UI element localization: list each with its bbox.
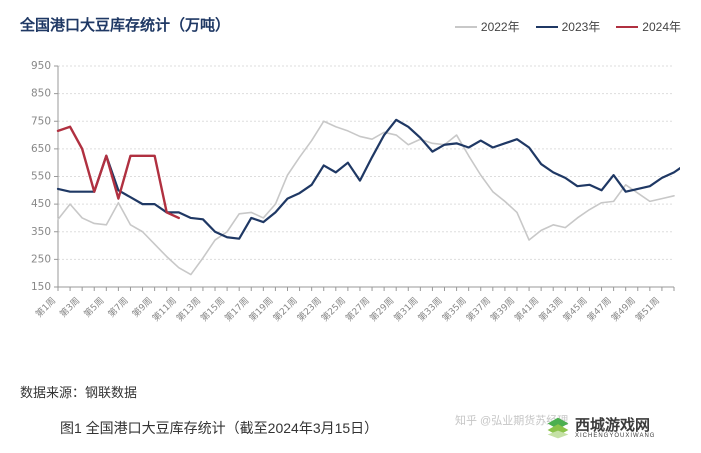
svg-text:250: 250	[31, 253, 51, 265]
svg-text:第43周: 第43周	[536, 295, 565, 324]
legend-label-2023: 2023年	[562, 18, 601, 35]
svg-text:第27周: 第27周	[343, 295, 372, 324]
svg-text:750: 750	[31, 115, 51, 127]
svg-text:第49周: 第49周	[609, 295, 638, 324]
legend-item-2023: 2023年	[536, 18, 601, 35]
svg-text:150: 150	[31, 281, 51, 293]
svg-text:第11周: 第11周	[150, 295, 179, 324]
svg-text:第29周: 第29周	[367, 295, 396, 324]
svg-text:第35周: 第35周	[439, 295, 468, 324]
svg-text:第33周: 第33周	[415, 295, 444, 324]
legend-line-2023	[536, 26, 558, 28]
svg-text:第1周: 第1周	[33, 295, 58, 320]
svg-text:450: 450	[31, 198, 51, 210]
legend-item-2022: 2022年	[455, 18, 520, 35]
legend-label-2024: 2024年	[642, 18, 681, 35]
legend-line-2022	[455, 26, 477, 28]
data-source-label: 数据来源：钢联数据	[20, 382, 137, 401]
chart-legend: 2022年 2023年 2024年	[445, 18, 681, 35]
svg-text:第31周: 第31周	[391, 295, 420, 324]
svg-text:350: 350	[31, 226, 51, 238]
svg-text:第7周: 第7周	[105, 295, 130, 320]
logo-text-en: XICHENGYOUXIWANG	[575, 433, 655, 439]
logo-text-block: 西城游戏网 XICHENGYOUXIWANG	[575, 418, 655, 439]
svg-text:第39周: 第39周	[488, 295, 517, 324]
svg-text:550: 550	[31, 171, 51, 183]
legend-item-2024: 2024年	[616, 18, 681, 35]
svg-text:950: 950	[31, 60, 51, 72]
chart-title: 全国港口大豆库存统计（万吨）	[20, 14, 230, 35]
chart-plot-area: 150 250 350 450 550 650 750 850 950 第1周 第3周 第5周 第7周第…	[20, 60, 680, 325]
svg-text:第37周: 第37周	[464, 295, 493, 324]
legend-line-2024	[616, 26, 638, 28]
svg-text:第45周: 第45周	[560, 295, 589, 324]
svg-text:第47周: 第47周	[584, 295, 613, 324]
figure-caption: 图1 全国港口大豆库存统计（截至2024年3月15日）	[60, 418, 378, 438]
svg-text:第19周: 第19周	[246, 295, 275, 324]
line-chart-svg: 150250350450550650750850950第1周 第3周 第5周 第7周第…	[20, 60, 680, 325]
logo-text-cn: 西城游戏网	[575, 418, 655, 433]
svg-text:第13周: 第13周	[174, 295, 203, 324]
svg-text:第21周: 第21周	[270, 295, 299, 324]
svg-text:第41周: 第41周	[512, 295, 541, 324]
legend-label-2022: 2022年	[481, 18, 520, 35]
svg-text:第51周: 第51周	[633, 295, 662, 324]
svg-text:850: 850	[31, 88, 51, 100]
svg-text:650: 650	[31, 143, 51, 155]
svg-text:第5周: 第5周	[81, 295, 106, 320]
svg-text:第15周: 第15周	[198, 295, 227, 324]
svg-text:第3周: 第3周	[57, 295, 82, 320]
diamond-stack-icon	[545, 415, 571, 441]
svg-text:第17周: 第17周	[222, 295, 251, 324]
brand-logo: 西城游戏网 XICHENGYOUXIWANG	[545, 415, 655, 441]
svg-text:第23周: 第23周	[295, 295, 324, 324]
svg-text:第25周: 第25周	[319, 295, 348, 324]
